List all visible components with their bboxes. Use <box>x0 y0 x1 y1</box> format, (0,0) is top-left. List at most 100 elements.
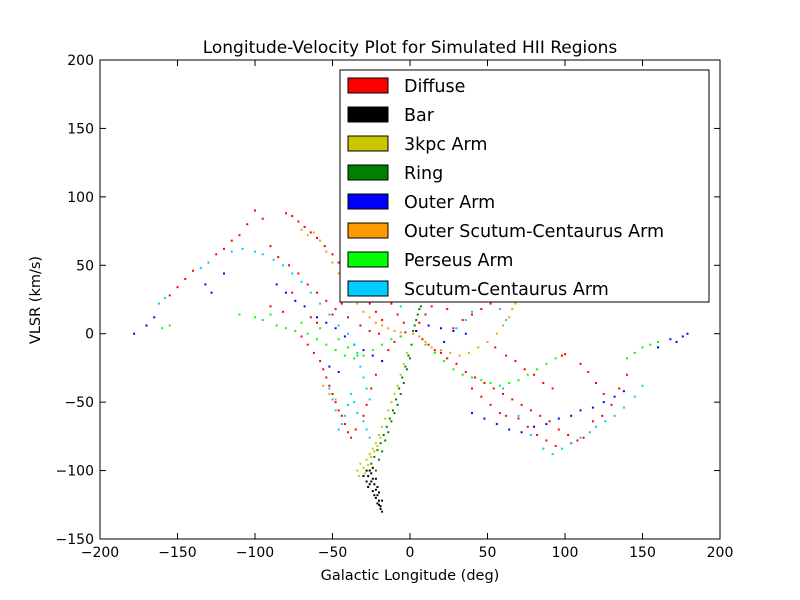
point-diffuse <box>474 376 477 379</box>
point-diffuse <box>281 310 284 313</box>
point-outer-arm <box>591 406 594 409</box>
x-tick-label: 200 <box>707 545 734 561</box>
point-diffuse <box>334 401 337 404</box>
point-outer-arm <box>613 395 616 398</box>
legend-swatch-ring <box>347 164 389 181</box>
legend-swatch-scutum-centaurus-arm <box>347 280 389 297</box>
point-diffuse <box>269 305 272 308</box>
point-perseus-arm <box>275 324 278 327</box>
point-scutum-centaurus-arm <box>359 365 362 368</box>
point-outer-arm <box>602 401 605 404</box>
y-tick-label: −100 <box>56 464 94 480</box>
point-outer-arm <box>669 338 672 341</box>
point-bar <box>378 503 380 506</box>
point-outer-arm <box>285 291 287 294</box>
point-bar <box>367 475 370 478</box>
point-diffuse <box>337 261 340 264</box>
point-diffuse <box>230 239 233 242</box>
point-diffuse <box>223 247 225 250</box>
point-scutum-centaurus-arm <box>551 453 554 456</box>
point-diffuse <box>514 360 517 363</box>
point-scutum-centaurus-arm <box>570 442 573 445</box>
point-outer-arm <box>210 291 213 294</box>
point-bar <box>374 477 377 480</box>
point-scutum-centaurus-arm <box>365 387 368 390</box>
point-diffuse <box>374 310 377 313</box>
point-outer-arm <box>681 335 684 338</box>
point-outer-scutum-centaurus-arm <box>508 316 511 319</box>
point-diffuse <box>390 302 393 305</box>
point-perseus-arm <box>381 343 384 346</box>
point-outer-scutum-centaurus-arm <box>412 332 415 335</box>
point-outer-arm <box>303 305 306 308</box>
point-diffuse <box>601 414 604 417</box>
point-ring <box>390 420 393 423</box>
point-bar <box>374 496 377 499</box>
point-diffuse <box>362 414 365 417</box>
point-diffuse <box>404 331 407 334</box>
point-scutum-centaurus-arm <box>613 414 616 417</box>
point-bar <box>368 469 371 472</box>
point-bar <box>371 477 374 480</box>
point-diffuse <box>430 305 433 308</box>
point-diffuse <box>545 439 548 442</box>
x-tick-label: 50 <box>479 545 497 561</box>
point-scutum-centaurus-arm <box>347 332 349 335</box>
x-tick-label: −200 <box>81 545 119 561</box>
point-perseus-arm <box>161 327 163 330</box>
point-diffuse <box>359 324 362 327</box>
point-diffuse <box>551 387 554 390</box>
point-scutum-centaurus-arm <box>604 420 607 423</box>
point-bar <box>381 510 384 513</box>
point-scutum-centaurus-arm <box>157 302 160 305</box>
point-outer-scutum-centaurus-arm <box>322 384 325 387</box>
point-perseus-arm <box>452 368 455 371</box>
point-diffuse <box>334 308 337 311</box>
point-outer-arm <box>675 340 678 343</box>
point-bar <box>365 480 368 483</box>
point-ring <box>416 313 419 316</box>
point-scutum-centaurus-arm <box>362 376 365 379</box>
point-bar <box>367 485 370 488</box>
point-outer-scutum-centaurus-arm <box>306 234 309 237</box>
chart-title: Longitude-Velocity Plot for Simulated HI… <box>203 38 618 58</box>
point-3kpc-arm <box>365 458 368 461</box>
point-diffuse <box>536 433 539 436</box>
point-diffuse <box>303 225 306 228</box>
point-outer-arm <box>483 417 486 420</box>
point-scutum-centaurus-arm <box>328 387 331 390</box>
point-diffuse <box>480 308 483 311</box>
point-perseus-arm <box>238 313 241 316</box>
y-axis-label: VLSR (km/s) <box>28 256 44 344</box>
point-scutum-centaurus-arm <box>502 387 504 390</box>
point-outer-arm <box>452 329 455 332</box>
point-outer-arm <box>443 340 446 343</box>
point-perseus-arm <box>480 379 483 382</box>
point-outer-scutum-centaurus-arm <box>418 335 421 338</box>
point-diffuse <box>393 340 396 343</box>
point-ring <box>393 412 396 415</box>
point-perseus-arm <box>334 349 337 352</box>
point-perseus-arm <box>168 324 171 327</box>
point-scutum-centaurus-arm <box>365 428 368 431</box>
point-outer-arm <box>657 346 659 349</box>
point-diffuse <box>238 234 241 237</box>
point-3kpc-arm <box>368 453 371 456</box>
point-diffuse <box>381 319 384 322</box>
point-diffuse <box>523 368 526 371</box>
y-tick-label: 100 <box>67 190 94 206</box>
point-diffuse <box>505 414 508 417</box>
point-perseus-arm <box>433 351 436 354</box>
point-perseus-arm <box>554 357 557 360</box>
point-3kpc-arm <box>390 401 393 404</box>
point-scutum-centaurus-arm <box>353 401 356 404</box>
point-perseus-arm <box>294 329 297 332</box>
point-diffuse <box>378 332 380 335</box>
point-3kpc-arm <box>402 362 405 365</box>
point-diffuse <box>331 313 334 316</box>
point-scutum-centaurus-arm <box>207 261 210 264</box>
point-diffuse <box>427 343 430 346</box>
point-perseus-arm <box>254 316 256 319</box>
point-diffuse <box>483 381 486 384</box>
point-scutum-centaurus-arm <box>641 384 644 387</box>
